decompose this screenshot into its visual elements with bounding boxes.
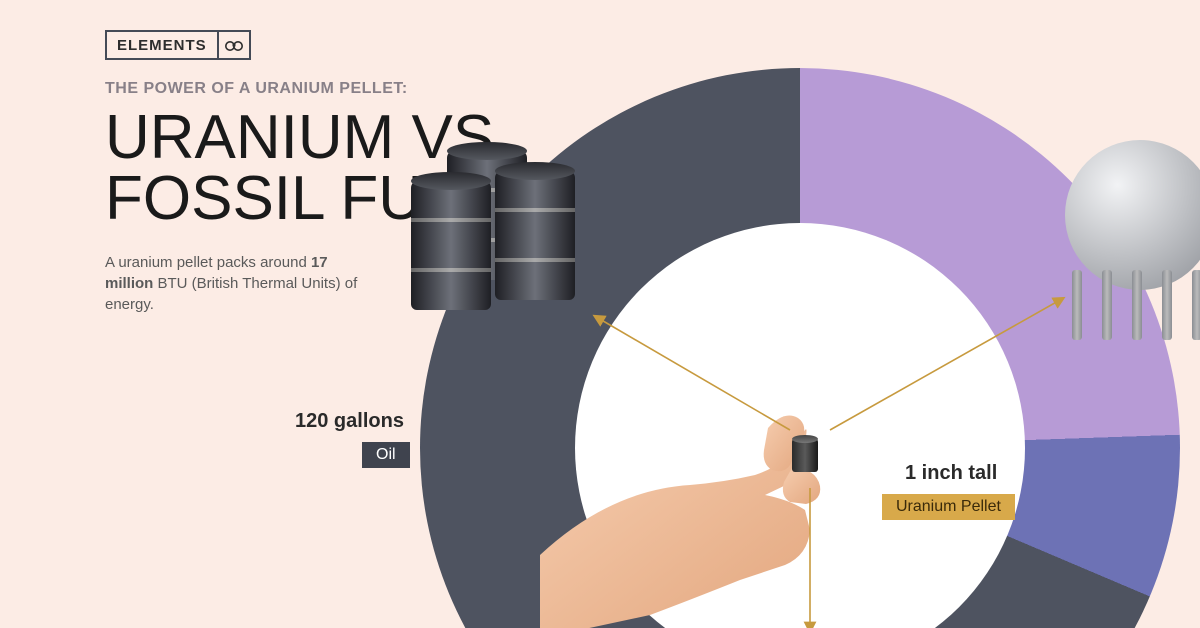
subtitle-paragraph: A uranium pellet packs around 17 million… xyxy=(105,252,365,315)
hand-illustration xyxy=(540,370,860,628)
tank-leg xyxy=(1192,270,1200,340)
infographic-canvas: ELEMENTS THE POWER OF A URANIUM PELLET: … xyxy=(0,0,1200,628)
tank-sphere xyxy=(1065,140,1200,290)
brand-badge: ELEMENTS xyxy=(105,30,251,60)
oil-tag: Oil xyxy=(362,442,410,468)
oil-barrels-illustration xyxy=(395,150,605,320)
tank-leg xyxy=(1162,270,1172,340)
oil-barrel xyxy=(495,170,575,300)
binoculars-icon xyxy=(217,32,249,58)
tank-leg xyxy=(1132,270,1142,340)
tank-leg xyxy=(1102,270,1112,340)
oil-barrel xyxy=(411,180,491,310)
pellet-tag: Uranium Pellet xyxy=(882,494,1015,520)
uranium-pellet-illustration xyxy=(792,438,818,472)
oil-metric: 120 gallons xyxy=(295,410,404,433)
brand-text: ELEMENTS xyxy=(107,32,217,58)
gas-tank-illustration xyxy=(1050,140,1200,350)
pellet-metric: 1 inch tall xyxy=(905,462,997,485)
subtitle-prefix: A uranium pellet packs around xyxy=(105,254,311,271)
pretitle: THE POWER OF A URANIUM PELLET: xyxy=(105,80,408,98)
tank-leg xyxy=(1072,270,1082,340)
